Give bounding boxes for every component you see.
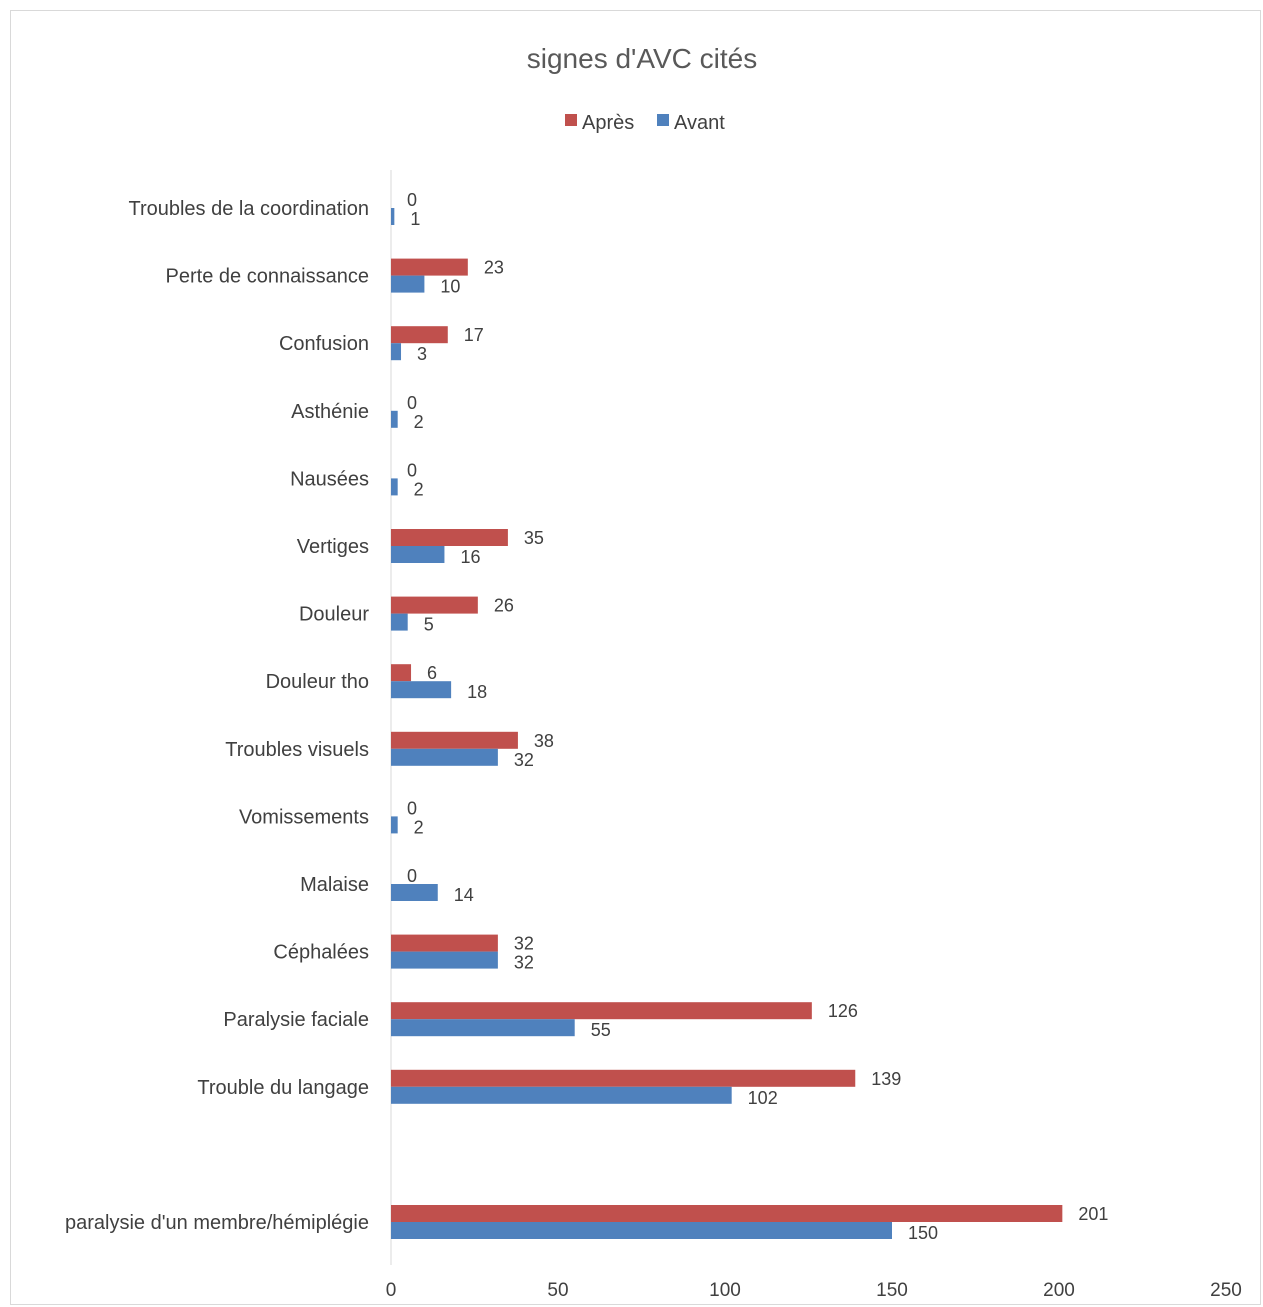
- legend-swatch-1: [657, 114, 669, 126]
- x-tick-label: 50: [547, 1280, 568, 1301]
- data-label-apres: 0: [407, 460, 417, 480]
- data-label-avant: 150: [908, 1223, 938, 1243]
- data-label-apres: 23: [484, 258, 504, 278]
- bar-apres: [391, 529, 508, 546]
- bar-apres: [391, 326, 448, 344]
- data-label-avant: 2: [414, 412, 424, 432]
- data-label-avant: 5: [424, 615, 434, 635]
- x-tick-label: 150: [876, 1280, 908, 1301]
- data-label-avant: 16: [460, 547, 480, 567]
- category-label: Malaise: [300, 874, 369, 896]
- category-label: Nausées: [290, 468, 369, 490]
- legend-label-0: Après: [582, 112, 634, 134]
- data-label-avant: 55: [591, 1020, 611, 1040]
- data-label-apres: 0: [407, 798, 417, 818]
- data-labels: 0123101730202351626561838320201432321265…: [407, 190, 1108, 1243]
- bar-apres: [391, 258, 468, 276]
- category-label: Vertiges: [297, 536, 369, 558]
- data-label-avant: 18: [467, 682, 487, 702]
- bar-apres: [391, 1205, 1063, 1222]
- data-label-apres: 6: [427, 663, 437, 683]
- data-label-apres: 139: [871, 1069, 901, 1089]
- bars: [391, 208, 1063, 1239]
- category-label: Douleur: [299, 604, 369, 626]
- legend: Après Avant: [565, 112, 725, 134]
- data-label-avant: 32: [514, 750, 534, 770]
- x-tick-label: 0: [386, 1280, 397, 1301]
- chart-title: signes d'AVC cités: [527, 43, 757, 74]
- bar-avant: [391, 1019, 575, 1037]
- x-tick-label: 100: [709, 1280, 741, 1301]
- x-tick-label: 250: [1210, 1280, 1242, 1301]
- category-label: Troubles visuels: [225, 739, 369, 761]
- category-label: Asthénie: [291, 401, 369, 423]
- category-label: paralysie d'un membre/hémiplégie: [65, 1212, 369, 1234]
- bar-apres: [391, 934, 498, 952]
- data-label-apres: 0: [407, 866, 417, 886]
- bar-apres: [391, 596, 478, 614]
- bar-avant: [391, 681, 452, 699]
- category-labels: Troubles de la coordination Perte de conn…: [65, 198, 369, 1234]
- data-label-apres: 35: [524, 528, 544, 548]
- bar-avant: [391, 546, 445, 563]
- x-tick-label: 200: [1043, 1280, 1075, 1301]
- data-label-avant: 2: [414, 817, 424, 837]
- data-label-apres: 0: [407, 393, 417, 413]
- data-label-avant: 102: [748, 1088, 778, 1108]
- data-label-apres: 126: [828, 1001, 858, 1021]
- bar-avant: [391, 816, 398, 834]
- bar-apres: [391, 731, 518, 749]
- bar-avant: [391, 613, 408, 631]
- data-label-apres: 201: [1078, 1204, 1108, 1224]
- bar-avant: [391, 1222, 892, 1239]
- category-label: Troubles de la coordination: [128, 198, 369, 220]
- category-label: Vomissements: [239, 806, 369, 828]
- data-label-avant: 14: [454, 885, 474, 905]
- data-label-avant: 32: [514, 953, 534, 973]
- data-label-apres: 32: [514, 934, 534, 954]
- data-label-avant: 2: [414, 479, 424, 499]
- data-label-apres: 0: [407, 190, 417, 210]
- bar-avant: [391, 748, 498, 766]
- bar-avant: [391, 208, 395, 225]
- legend-label-1: Avant: [674, 112, 725, 134]
- category-label: Perte de connaissance: [166, 266, 369, 288]
- bar-apres: [391, 1069, 856, 1087]
- bar-avant: [391, 275, 425, 293]
- bar-avant: [391, 410, 398, 428]
- category-label: Paralysie faciale: [223, 1009, 369, 1031]
- bar-apres: [391, 1002, 812, 1020]
- data-label-avant: 10: [440, 277, 460, 297]
- bar-avant: [391, 1086, 732, 1104]
- data-label-avant: 1: [410, 209, 420, 229]
- bar-avant: [391, 884, 438, 901]
- data-label-apres: 26: [494, 596, 514, 616]
- x-tick-labels: 0 50 100 150 200 250: [386, 1280, 1242, 1301]
- bar-avant: [391, 951, 498, 969]
- category-label: Douleur tho: [266, 671, 369, 693]
- category-label: Confusion: [279, 333, 369, 355]
- category-label: Trouble du langage: [197, 1077, 369, 1099]
- bar-avant: [391, 343, 402, 361]
- bar-apres: [391, 664, 412, 682]
- legend-swatch-0: [565, 114, 577, 126]
- data-label-apres: 17: [464, 325, 484, 345]
- data-label-apres: 38: [534, 731, 554, 751]
- data-label-avant: 3: [417, 344, 427, 364]
- category-label: Céphalées: [273, 942, 369, 964]
- bar-avant: [391, 478, 398, 496]
